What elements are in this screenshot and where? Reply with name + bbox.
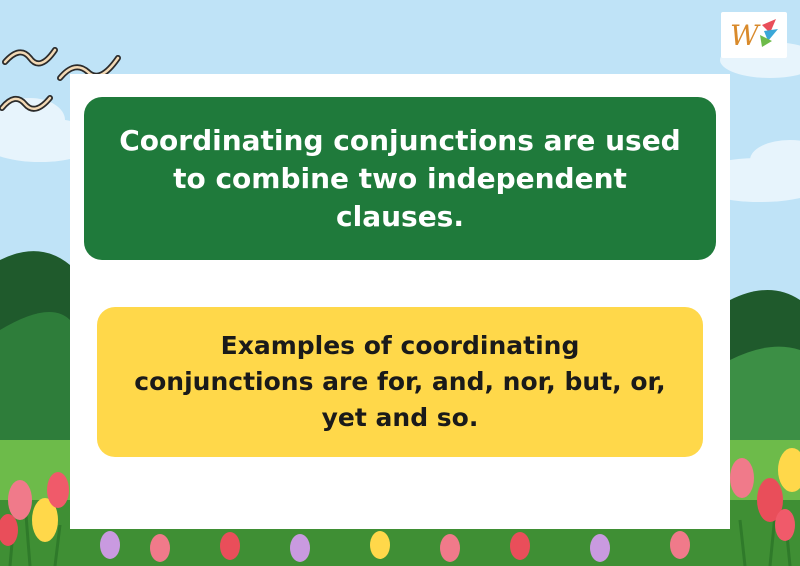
definition-text: Coordinating conjunctions are used to co…: [119, 123, 681, 233]
definition-card: Coordinating conjunctions are used to co…: [84, 97, 716, 260]
examples-text: Examples of coordinating conjunctions ar…: [134, 331, 666, 432]
logo-letter: W: [730, 19, 761, 52]
brand-logo: W: [721, 12, 787, 58]
examples-card: Examples of coordinating conjunctions ar…: [97, 307, 703, 457]
logo-mark-icon: W: [730, 19, 778, 52]
